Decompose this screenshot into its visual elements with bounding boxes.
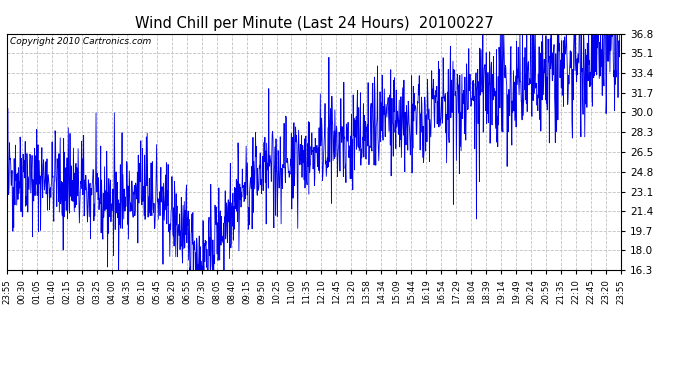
Title: Wind Chill per Minute (Last 24 Hours)  20100227: Wind Chill per Minute (Last 24 Hours) 20…: [135, 16, 493, 31]
Text: Copyright 2010 Cartronics.com: Copyright 2010 Cartronics.com: [10, 37, 151, 46]
